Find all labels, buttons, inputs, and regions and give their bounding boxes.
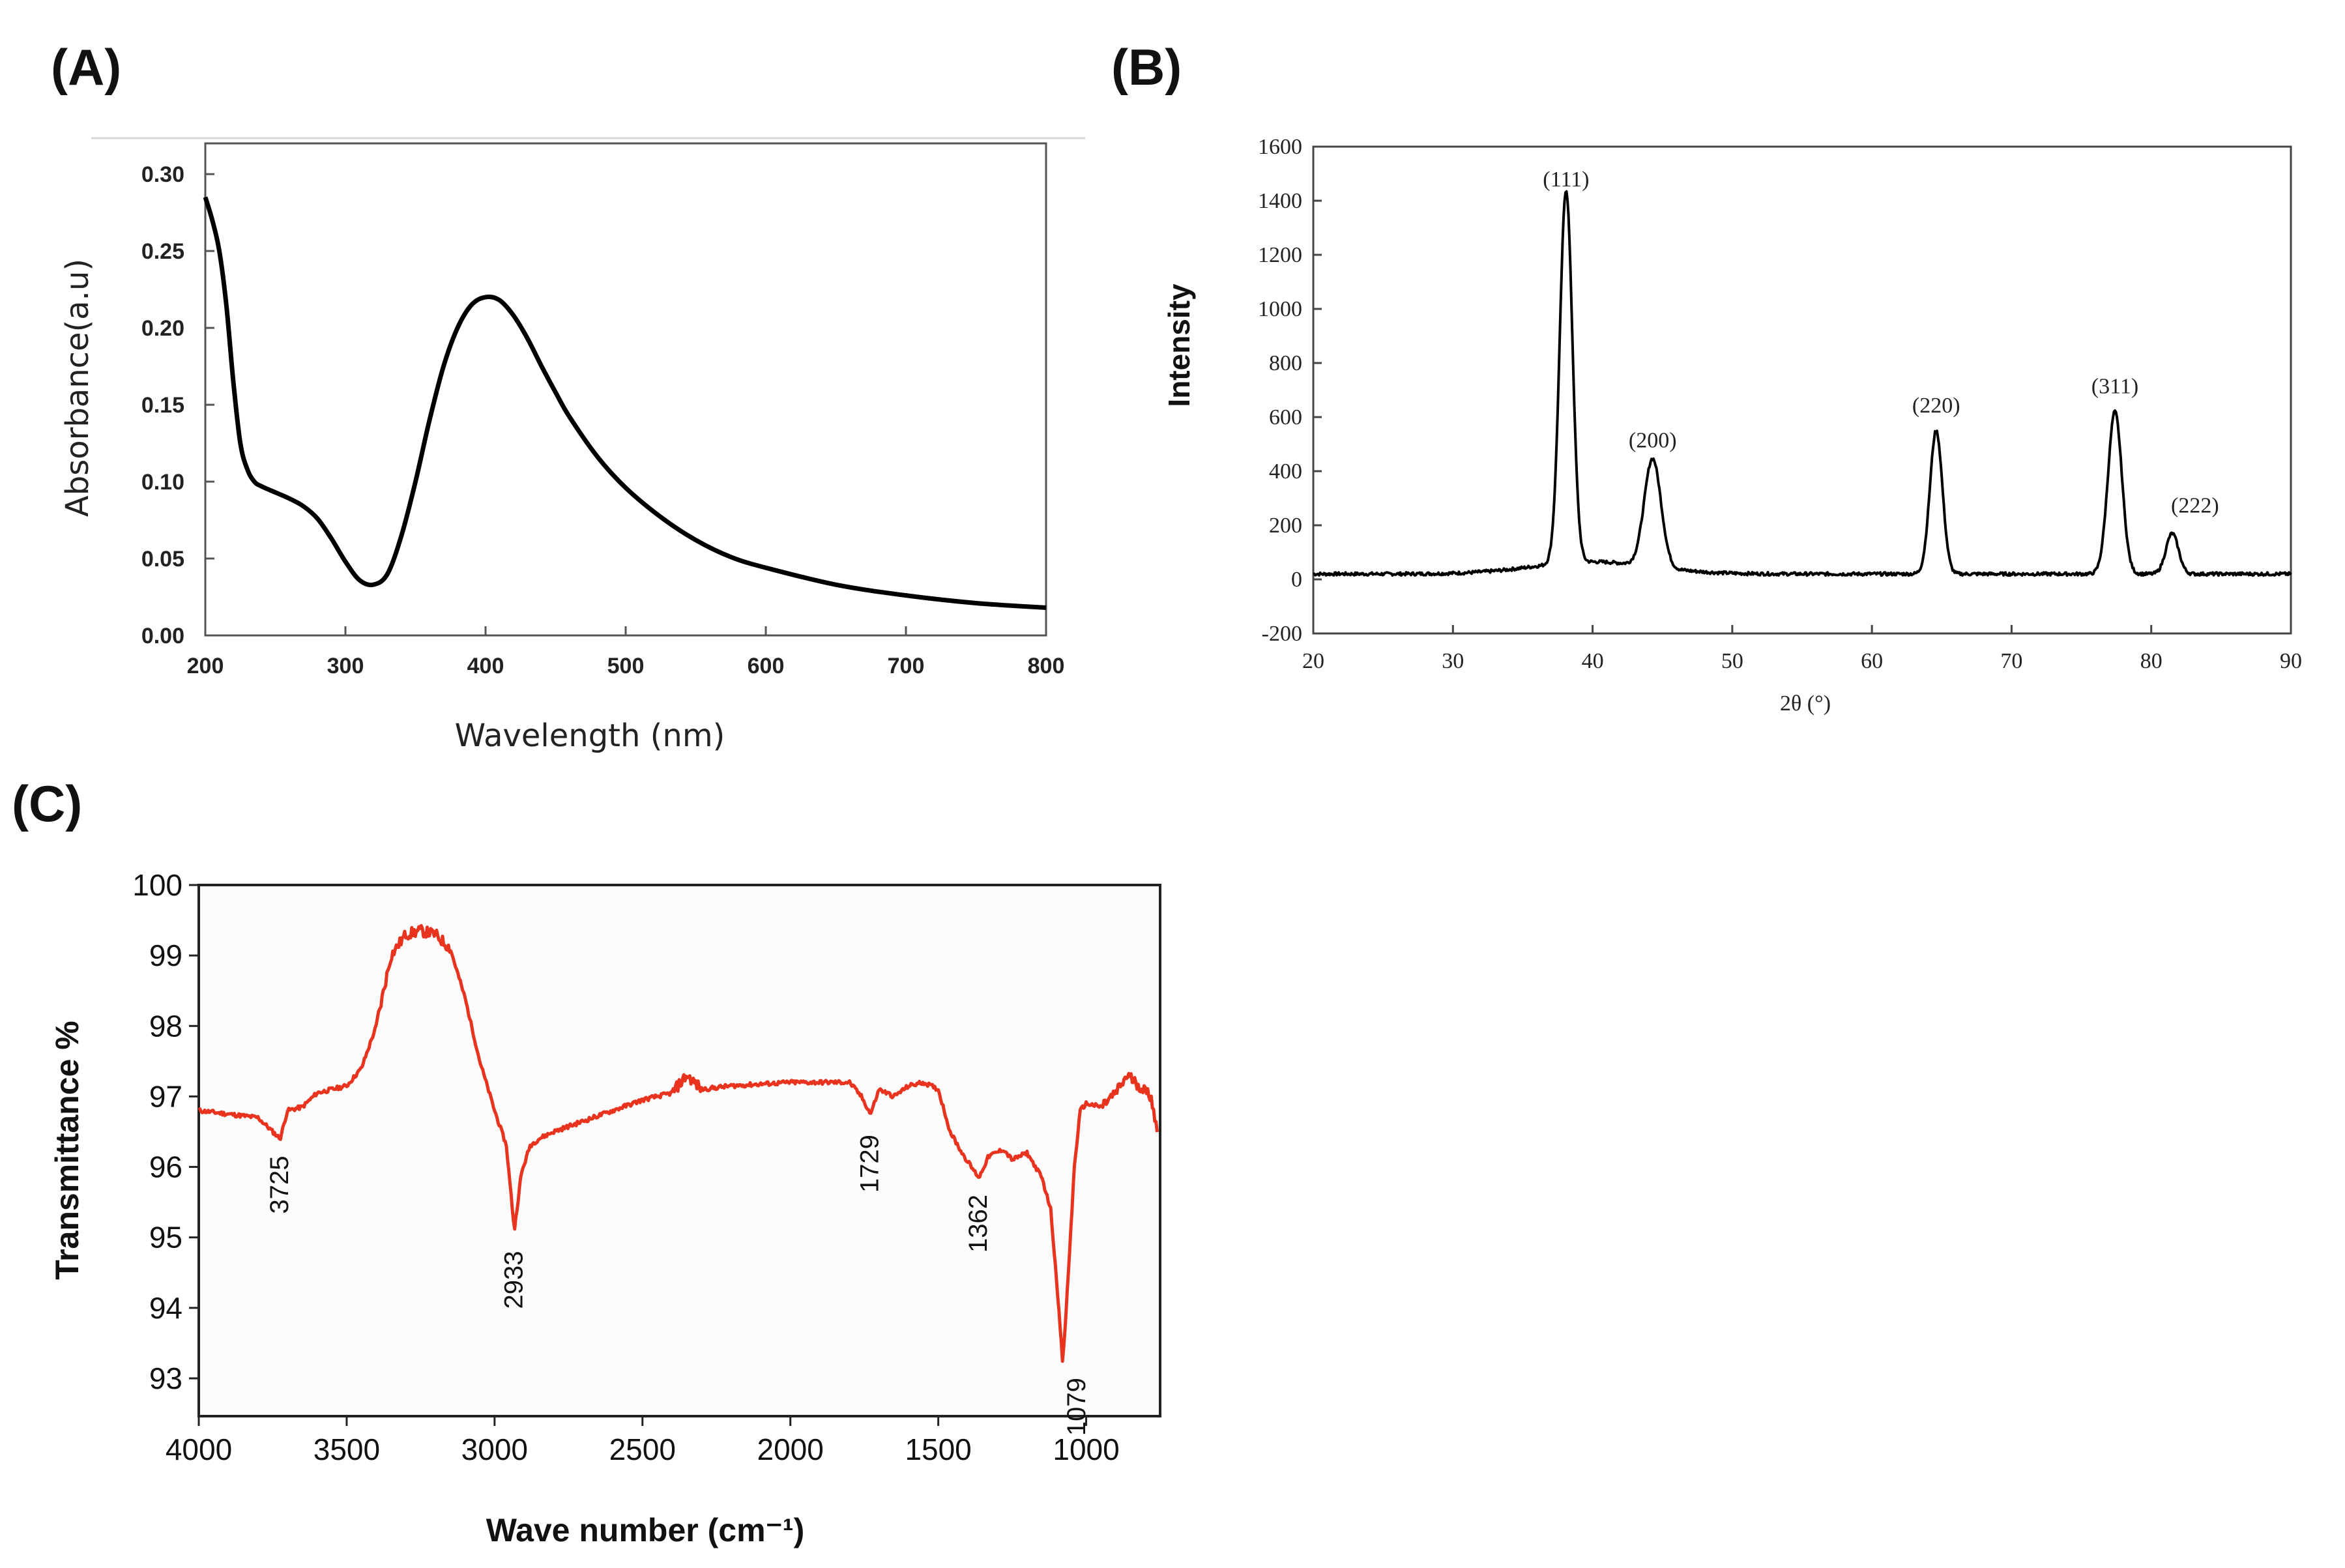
chart-b-x-tick-label: 80 — [2140, 649, 2163, 673]
chart-b-y-tick-label: 1200 — [1258, 243, 1302, 267]
chart-b-y-tick-label: 1400 — [1258, 189, 1302, 213]
chart-c-frame — [197, 884, 1161, 1417]
chart-c-peak-annotation: 1729 — [856, 1135, 884, 1193]
chart-c-y-ticks: 93 94 95 96 97 98 99 100 — [132, 868, 199, 1395]
chart-a-x-tick-label: 600 — [748, 654, 785, 678]
chart-b-frame — [1312, 145, 2292, 635]
chart-a-x-tick-label: 700 — [888, 654, 925, 678]
chart-a-y-tick-label: 0.05 — [141, 547, 184, 572]
chart-c-peak-annotations: 3725 2933 1729 1362 1079 — [265, 1135, 1091, 1436]
chart-b-xrd: -200 0 200 400 600 800 1000 1200 1400 1600 20 30 40… — [1162, 135, 2302, 716]
chart-b-peak-label: (222) — [2171, 493, 2219, 517]
chart-a-y-tick-label: 0.00 — [141, 624, 184, 648]
chart-a-x-tick-label: 800 — [1028, 654, 1065, 678]
chart-c-peak-annotation: 1079 — [1062, 1378, 1091, 1436]
chart-b-y-tick-label: 200 — [1269, 514, 1302, 538]
chart-b-y-tick-label: 1600 — [1258, 135, 1302, 159]
chart-a-y-tick-label: 0.30 — [141, 162, 184, 187]
chart-b-x-tick-label: 40 — [1582, 649, 1604, 673]
chart-a-x-ticks: 200 300 400 500 600 700 800 — [187, 626, 1065, 678]
chart-c-y-tick-label: 95 — [149, 1221, 182, 1255]
panel-label-b: (B) — [1111, 38, 1182, 96]
chart-b-y-tick-label: -200 — [1262, 622, 1302, 646]
chart-c-y-tick-label: 97 — [149, 1079, 182, 1113]
chart-a-y-tick-label: 0.20 — [141, 316, 184, 341]
chart-c-x-tick-label: 3500 — [313, 1432, 380, 1466]
chart-c-x-tick-label: 2000 — [757, 1432, 824, 1466]
chart-c-peak-annotation: 2933 — [499, 1251, 528, 1309]
chart-a-x-tick-label: 500 — [607, 654, 645, 678]
chart-c-x-ticks: 4000 3500 3000 2500 2000 1500 1000 — [166, 1416, 1120, 1466]
chart-a-frame — [204, 142, 1047, 637]
chart-c-x-tick-label: 4000 — [166, 1432, 232, 1466]
chart-c-transmittance-line — [197, 923, 1159, 1363]
chart-b-x-tick-label: 30 — [1442, 649, 1464, 673]
chart-a-y-label: Absorbance(a.u) — [59, 259, 96, 517]
chart-b-x-tick-label: 50 — [1721, 649, 1743, 673]
chart-b-peak-label: (111) — [1543, 167, 1589, 192]
chart-a-y-tick-label: 0.10 — [141, 470, 184, 495]
chart-b-x-tick-label: 20 — [1302, 649, 1324, 673]
chart-b-y-tick-label: 400 — [1269, 459, 1302, 484]
chart-c-x-tick-label: 1500 — [905, 1432, 971, 1466]
chart-a-x-label: Wavelength (nm) — [455, 718, 725, 754]
chart-c-y-tick-label: 94 — [149, 1291, 182, 1325]
chart-b-y-tick-label: 1000 — [1258, 297, 1302, 321]
chart-a-y-tick-label: 0.25 — [141, 239, 184, 264]
chart-b-y-ticks: -200 0 200 400 600 800 1000 1200 1400 1600 — [1258, 135, 1322, 646]
chart-b-x-label: 2θ (°) — [1780, 691, 1831, 716]
chart-b-y-tick-label: 800 — [1269, 351, 1302, 375]
chart-c-y-label: Transmittance % — [49, 1021, 85, 1279]
chart-b-x-tick-label: 90 — [2280, 649, 2302, 673]
chart-b-y-label: Intensity — [1162, 283, 1196, 407]
chart-a-absorbance-line — [203, 196, 1047, 611]
chart-b-peak-label: (220) — [1912, 394, 1960, 418]
chart-c-peak-annotation: 3725 — [265, 1156, 294, 1214]
chart-a-x-tick-label: 200 — [187, 654, 224, 678]
chart-a-uv-vis: 0.00 0.05 0.10 0.15 0.20 0.25 0.30 200 300 400 50… — [59, 137, 1085, 754]
chart-c-x-tick-label: 1000 — [1053, 1432, 1119, 1466]
chart-b-x-ticks: 20 30 40 50 60 70 80 90 — [1302, 625, 2302, 673]
chart-b-peak-label: (311) — [2091, 375, 2138, 399]
chart-b-intensity-line — [1313, 190, 2292, 577]
panel-label-c: (C) — [12, 775, 82, 832]
chart-c-peak-annotation: 1362 — [964, 1195, 993, 1253]
chart-c-y-tick-label: 96 — [149, 1150, 182, 1184]
chart-c-x-tick-label: 3000 — [461, 1432, 528, 1466]
chart-b-peak-label: (200) — [1629, 429, 1677, 453]
chart-b-x-tick-label: 70 — [2000, 649, 2022, 673]
chart-b-x-tick-label: 60 — [1861, 649, 1883, 673]
chart-b-peak-labels: (111) (200) (220) (311) (222) — [1543, 167, 2219, 517]
chart-a-y-tick-label: 0.15 — [141, 393, 184, 418]
chart-c-x-label: Wave number (cm⁻¹) — [486, 1512, 805, 1548]
chart-a-y-ticks: 0.00 0.05 0.10 0.15 0.20 0.25 0.30 — [141, 162, 214, 648]
chart-c-y-tick-label: 98 — [149, 1009, 182, 1043]
chart-a-x-tick-label: 400 — [467, 654, 504, 678]
chart-c-x-tick-label: 2500 — [609, 1432, 676, 1466]
chart-c-y-tick-label: 99 — [149, 938, 182, 972]
chart-c-y-tick-label: 100 — [132, 868, 182, 902]
chart-b-y-tick-label: 0 — [1291, 568, 1302, 592]
chart-a-x-tick-label: 300 — [327, 654, 364, 678]
chart-b-y-tick-label: 600 — [1269, 405, 1302, 429]
panel-label-a: (A) — [51, 38, 121, 96]
chart-c-ftir: 93 94 95 96 97 98 99 100 4000 3500 3000 2500 2000 15… — [49, 857, 1173, 1548]
chart-c-y-tick-label: 93 — [149, 1361, 182, 1395]
